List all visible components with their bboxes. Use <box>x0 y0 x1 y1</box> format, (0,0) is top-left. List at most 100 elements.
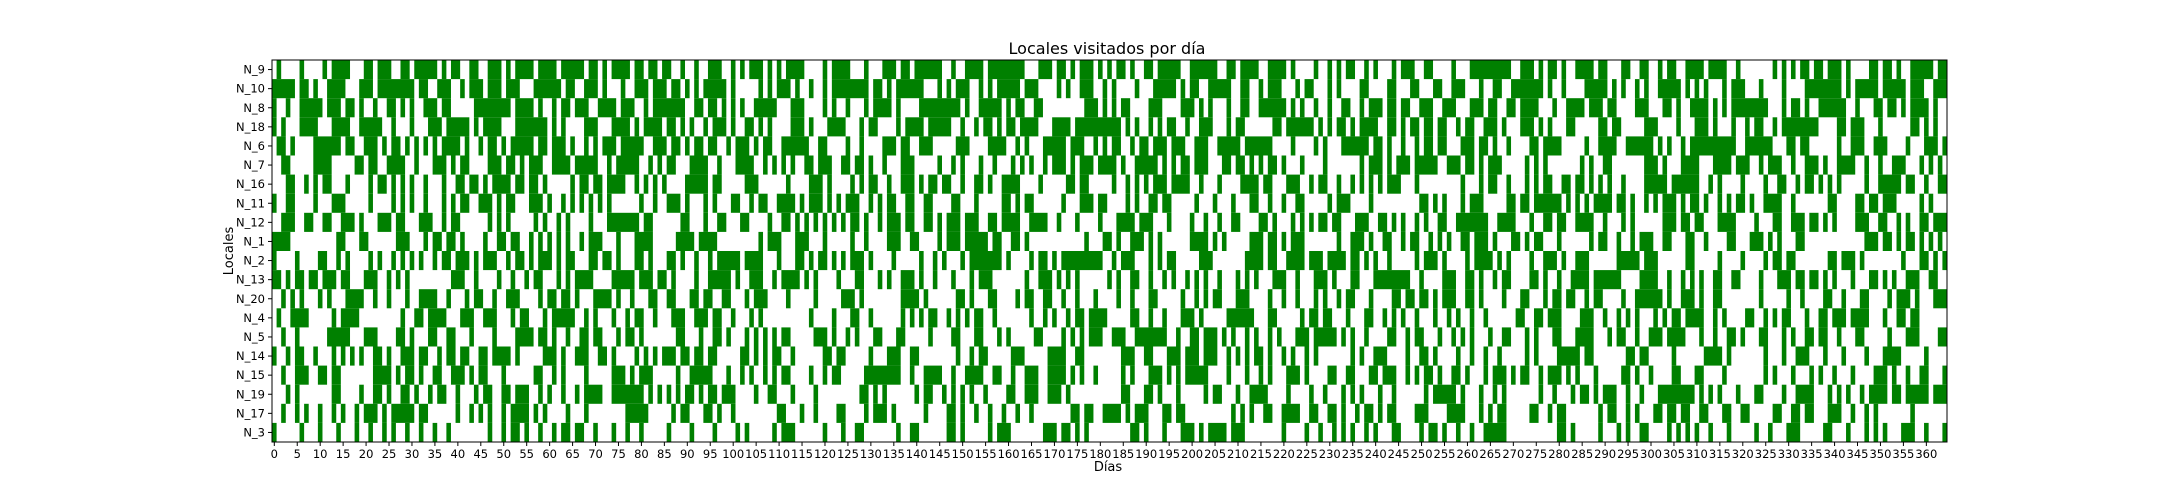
heatmap-cell <box>570 136 575 156</box>
heatmap-cell <box>1657 136 1663 156</box>
heatmap-cell <box>1809 270 1819 290</box>
heatmap-cell <box>1341 403 1346 423</box>
heatmap-cell <box>1772 251 1782 271</box>
heatmap-cell <box>542 212 548 232</box>
heatmap-cell <box>790 98 805 118</box>
heatmap-cell <box>1405 365 1411 385</box>
heatmap-cell <box>1070 403 1080 423</box>
heatmap-cell <box>781 270 800 290</box>
heatmap-cell <box>1735 384 1741 404</box>
heatmap-cell <box>1607 174 1612 194</box>
heatmap-cell <box>749 308 754 328</box>
heatmap-cell <box>1488 174 1498 194</box>
heatmap-cell <box>593 422 598 442</box>
x-tick-label: 240 <box>1365 447 1387 461</box>
heatmap-cell <box>680 117 686 137</box>
heatmap-cell <box>418 289 438 309</box>
heatmap-cell <box>423 98 438 118</box>
heatmap-cell <box>607 174 626 194</box>
heatmap-cell <box>1166 365 1172 385</box>
heatmap-cell <box>1469 422 1475 442</box>
heatmap-cell <box>1309 174 1314 194</box>
heatmap-cell <box>1579 308 1594 328</box>
heatmap-cell <box>1437 231 1443 251</box>
heatmap-cell <box>698 231 718 251</box>
heatmap-cell <box>763 155 768 175</box>
heatmap-cell <box>1772 403 1782 423</box>
heatmap-cell <box>1194 136 1209 156</box>
heatmap-cell <box>634 174 640 194</box>
heatmap-cell <box>418 251 424 271</box>
heatmap-cell <box>634 60 644 80</box>
heatmap-cell <box>1570 422 1576 442</box>
heatmap-cell <box>1910 403 1915 423</box>
heatmap-cell <box>1391 60 1397 80</box>
heatmap-cell <box>478 136 484 156</box>
heatmap-cell <box>932 251 938 271</box>
heatmap-cell <box>1465 117 1475 137</box>
heatmap-cell <box>781 327 791 347</box>
heatmap-cell <box>900 155 915 175</box>
heatmap-cell <box>299 60 305 80</box>
heatmap-cell <box>1052 251 1057 271</box>
heatmap-cell <box>1373 251 1378 271</box>
heatmap-cell <box>1065 308 1071 328</box>
heatmap-cell <box>1162 155 1167 175</box>
heatmap-cell <box>1676 98 1681 118</box>
heatmap-cell <box>1598 403 1603 423</box>
heatmap-cell <box>1020 117 1039 137</box>
x-tick-label: 205 <box>1204 447 1226 461</box>
heatmap-cell <box>992 308 998 328</box>
heatmap-cell <box>721 98 727 118</box>
x-tick-label: 100 <box>722 447 744 461</box>
heatmap-cell <box>1556 212 1567 232</box>
heatmap-cell <box>1001 403 1007 423</box>
heatmap-cell <box>1281 231 1287 251</box>
heatmap-cell <box>1621 60 1631 80</box>
heatmap-cell <box>1850 403 1856 423</box>
heatmap-cell <box>1827 251 1837 271</box>
heatmap-cell <box>1786 289 1791 309</box>
heatmap-cell <box>763 327 768 347</box>
heatmap-cell <box>923 365 942 385</box>
heatmap-cell <box>1690 270 1695 290</box>
heatmap-cell <box>877 193 883 213</box>
heatmap-cell <box>1079 174 1089 194</box>
heatmap-cell <box>1029 251 1034 271</box>
heatmap-cell <box>1520 193 1530 213</box>
heatmap-cell <box>831 60 851 80</box>
heatmap-cell <box>565 251 575 271</box>
heatmap-cell <box>1400 308 1406 328</box>
heatmap-cell <box>1533 327 1539 347</box>
x-tick-label: 45 <box>473 447 488 461</box>
heatmap-cell <box>1533 174 1539 194</box>
heatmap-cell <box>1442 251 1447 271</box>
heatmap-cell <box>455 174 465 194</box>
heatmap-cell <box>492 289 497 309</box>
heatmap-cell <box>386 155 406 175</box>
heatmap-cell <box>1827 193 1837 213</box>
x-tick-label: 125 <box>837 447 859 461</box>
heatmap-cell <box>1166 251 1177 271</box>
heatmap-cell <box>1910 117 1920 137</box>
heatmap-cell <box>1125 193 1131 213</box>
heatmap-cell <box>1850 270 1856 290</box>
heatmap-cell <box>781 422 796 442</box>
heatmap-cell <box>1221 231 1227 251</box>
heatmap-cell <box>1079 193 1094 213</box>
heatmap-cell <box>368 251 373 271</box>
heatmap-cell <box>620 136 644 156</box>
heatmap-cell <box>1295 79 1300 99</box>
heatmap-cell <box>629 365 635 385</box>
heatmap-cell <box>776 60 782 80</box>
heatmap-cell <box>937 231 942 251</box>
heatmap-cell <box>1084 422 1089 442</box>
heatmap-cell <box>1033 98 1043 118</box>
heatmap-cell <box>1327 251 1346 271</box>
heatmap-cell <box>281 365 286 385</box>
heatmap-cell <box>272 346 277 366</box>
heatmap-cell <box>561 193 566 213</box>
heatmap-cell <box>276 136 286 156</box>
heatmap-cell <box>574 422 585 442</box>
heatmap-cell <box>1864 346 1869 366</box>
